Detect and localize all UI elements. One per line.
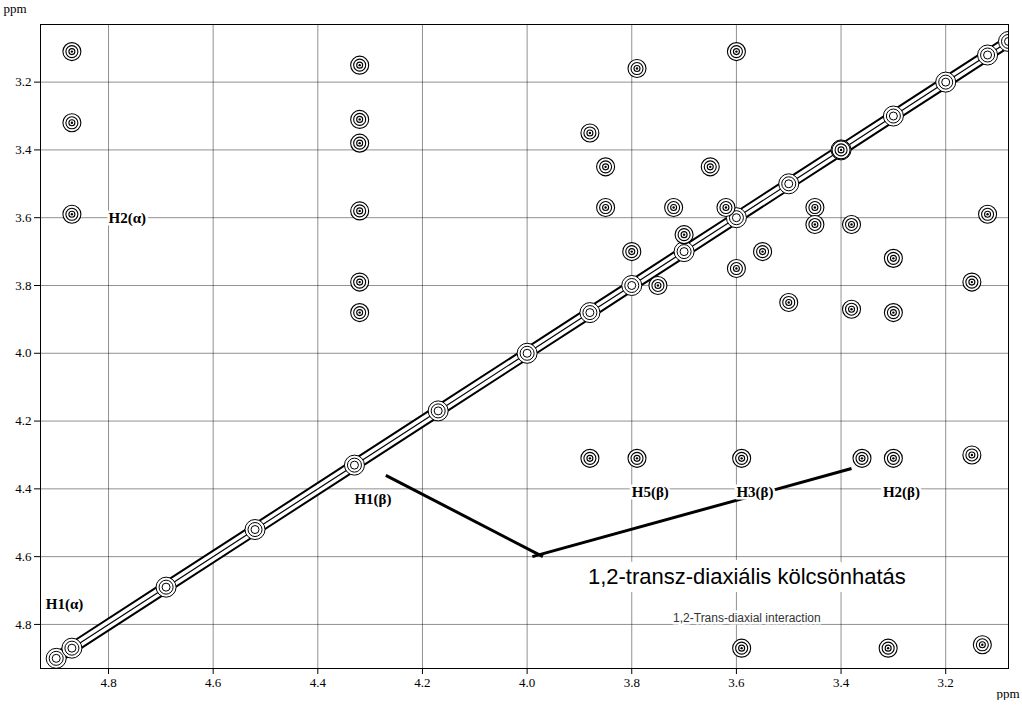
svg-text:H2(α): H2(α) — [109, 210, 147, 227]
svg-text:4.4: 4.4 — [310, 675, 327, 690]
svg-text:3.2: 3.2 — [938, 675, 954, 690]
svg-text:4.2: 4.2 — [414, 675, 430, 690]
svg-text:3.4: 3.4 — [15, 142, 32, 157]
svg-text:4.2: 4.2 — [15, 413, 31, 428]
svg-text:H3(β): H3(β) — [736, 484, 773, 501]
svg-text:4.6: 4.6 — [205, 675, 222, 690]
svg-text:1,2-Trans-diaxial interaction: 1,2-Trans-diaxial interaction — [673, 610, 821, 624]
svg-text:3.8: 3.8 — [624, 675, 640, 690]
svg-text:ppm: ppm — [996, 686, 1019, 701]
svg-text:4.0: 4.0 — [519, 675, 535, 690]
svg-text:3.4: 3.4 — [833, 675, 850, 690]
svg-text:H1(β): H1(β) — [354, 491, 391, 508]
svg-text:3.6: 3.6 — [15, 210, 32, 225]
svg-text:4.8: 4.8 — [100, 675, 116, 690]
svg-text:ppm: ppm — [4, 1, 27, 16]
svg-text:1,2-transz-diaxiális kölcsönha: 1,2-transz-diaxiális kölcsönhatás — [588, 564, 906, 589]
svg-text:4.8: 4.8 — [15, 617, 31, 632]
svg-text:H2(β): H2(β) — [883, 484, 920, 501]
svg-text:4.4: 4.4 — [15, 481, 32, 496]
svg-text:H1(α): H1(α) — [46, 596, 84, 613]
svg-text:3.2: 3.2 — [15, 74, 31, 89]
svg-text:4.6: 4.6 — [15, 549, 32, 564]
svg-text:H5(β): H5(β) — [632, 484, 669, 501]
svg-text:3.8: 3.8 — [15, 278, 31, 293]
svg-text:3.6: 3.6 — [728, 675, 745, 690]
svg-text:4.0: 4.0 — [15, 345, 31, 360]
